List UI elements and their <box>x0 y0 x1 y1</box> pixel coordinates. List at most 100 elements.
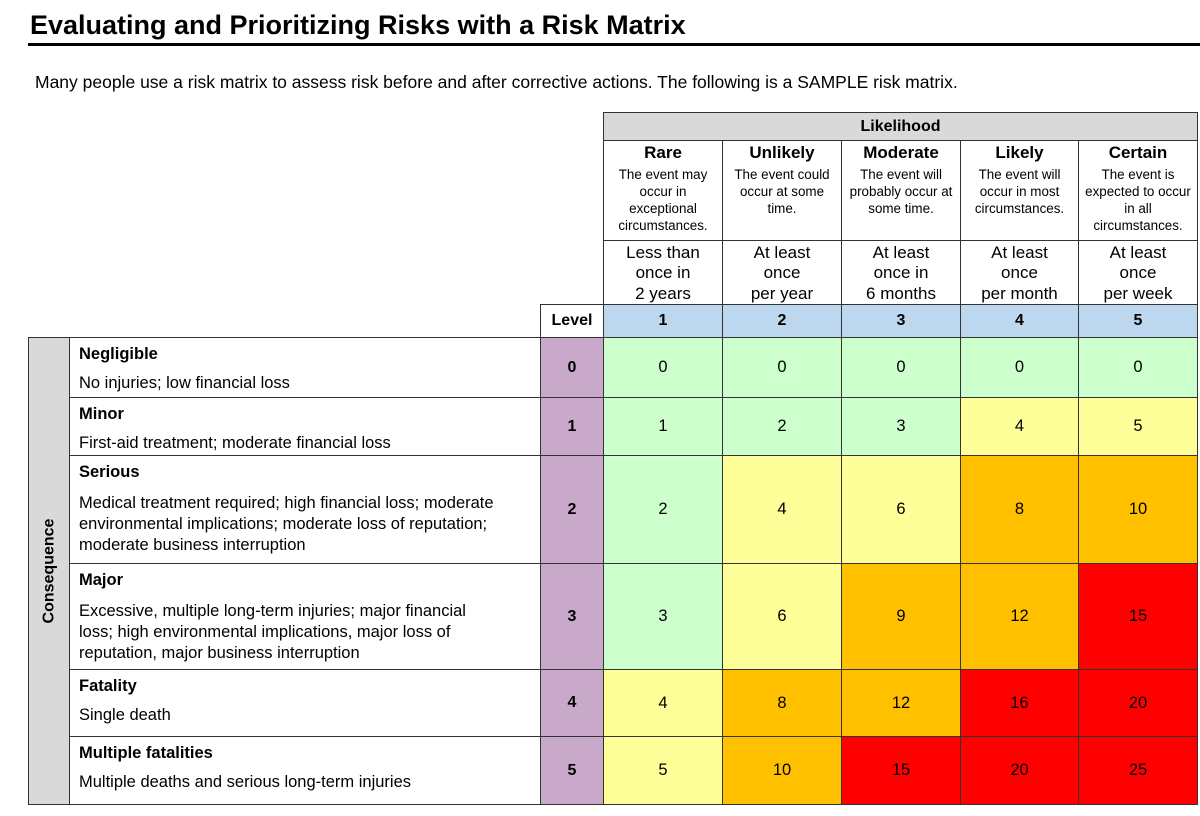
risk-score-cell: 10 <box>722 736 842 805</box>
frequency-lines: At least once in 6 months <box>866 243 936 305</box>
risk-score-value: 6 <box>777 607 787 625</box>
risk-score-value: 25 <box>1128 761 1148 779</box>
frequency-line: At least <box>1109 242 1167 262</box>
likelihood-name: Rare <box>644 143 682 162</box>
risk-score-value: 20 <box>1010 761 1029 779</box>
risk-score-cell: 8 <box>722 669 842 737</box>
likelihood-description: The event may occur in exceptional circu… <box>618 167 708 233</box>
consequence-level-value: 0 <box>567 358 577 376</box>
consequence-description: First-aid treatment; moderate financial … <box>79 434 391 452</box>
consequence-level: 4 <box>540 669 604 737</box>
risk-score-cell: 10 <box>1078 455 1198 564</box>
consequence-level-value: 1 <box>567 417 577 435</box>
frequency-line: At least <box>753 242 811 262</box>
risk-score-cell: 5 <box>1078 397 1198 456</box>
consequence-level: 1 <box>540 397 604 456</box>
risk-score-cell: 5 <box>603 736 723 805</box>
risk-score-value: 9 <box>896 607 906 625</box>
risk-score-cell: 4 <box>722 455 842 564</box>
consequence-label: Consequence <box>40 518 58 624</box>
frequency-lines: At least once per month <box>981 243 1058 305</box>
risk-score-value: 6 <box>896 500 906 518</box>
risk-score-value: 2 <box>777 417 787 435</box>
risk-score-value: 2 <box>658 500 668 518</box>
risk-score-cell: 15 <box>841 736 961 805</box>
risk-score-value: 0 <box>1133 358 1143 376</box>
likelihood-level: 1 <box>603 304 723 338</box>
likelihood-frequency: At least once in 6 months <box>841 240 961 305</box>
frequency-line: At least <box>872 242 930 262</box>
likelihood-column-1: Rare The event may occur in exceptional c… <box>603 140 723 241</box>
risk-score-value: 3 <box>896 417 906 435</box>
likelihood-description: The event could occur at some time. <box>734 167 830 216</box>
likelihood-level: 2 <box>722 304 842 338</box>
risk-score-cell: 0 <box>841 337 961 398</box>
risk-score-cell: 1 <box>603 397 723 456</box>
risk-score-value: 16 <box>1010 693 1029 712</box>
risk-score-value: 5 <box>1133 417 1143 435</box>
consequence-description: Single death <box>79 706 171 724</box>
likelihood-level-value: 4 <box>1015 312 1024 329</box>
likelihood-header: Likelihood <box>603 112 1198 141</box>
consequence-level: 0 <box>540 337 604 398</box>
consequence-level: 3 <box>540 563 604 670</box>
risk-score-cell: 12 <box>841 669 961 737</box>
consequence-description: Excessive, multiple long-term injuries; … <box>79 602 466 662</box>
likelihood-level-value: 5 <box>1133 312 1143 329</box>
likelihood-description: The event will probably occur at some ti… <box>849 167 953 216</box>
risk-score-value: 12 <box>1010 607 1029 625</box>
likelihood-level-value: 1 <box>658 312 668 329</box>
risk-score-cell: 2 <box>722 397 842 456</box>
risk-score-cell: 20 <box>960 736 1079 805</box>
consequence-row-2: Serious Medical treatment required; high … <box>69 455 541 564</box>
risk-score-value: 4 <box>777 500 787 518</box>
risk-score-value: 8 <box>1014 500 1025 518</box>
consequence-name: Negligible <box>79 345 158 363</box>
risk-score-cell: 4 <box>603 669 723 737</box>
likelihood-column-3: Moderate The event will probably occur at… <box>841 140 961 241</box>
likelihood-name: Certain <box>1108 143 1168 162</box>
consequence-name: Major <box>79 571 124 589</box>
title-divider <box>28 43 1200 46</box>
likelihood-frequency: At least once per week <box>1078 240 1198 305</box>
risk-score-value: 4 <box>1014 417 1025 435</box>
risk-score-value: 12 <box>891 693 911 712</box>
likelihood-level: 4 <box>960 304 1079 338</box>
likelihood-header-label: Likelihood <box>860 117 941 135</box>
consequence-name: Fatality <box>79 677 137 695</box>
risk-score-cell: 0 <box>603 337 723 398</box>
risk-score-cell: 0 <box>722 337 842 398</box>
consequence-name: Minor <box>79 405 124 423</box>
level-label-cell: Level <box>540 304 604 338</box>
risk-score-value: 20 <box>1128 693 1148 712</box>
frequency-lines: At least once per year <box>751 243 813 305</box>
risk-score-value: 0 <box>658 358 668 376</box>
risk-score-cell: 6 <box>722 563 842 670</box>
likelihood-column-5: Certain The event is expected to occur in… <box>1078 140 1198 241</box>
risk-score-value: 8 <box>777 693 787 712</box>
consequence-row-3: Major Excessive, multiple long-term injur… <box>69 563 541 670</box>
risk-score-cell: 12 <box>960 563 1079 670</box>
likelihood-level-value: 2 <box>777 312 787 329</box>
consequence-level-value: 5 <box>567 761 577 779</box>
risk-score-value: 10 <box>1128 500 1148 518</box>
likelihood-frequency: At least once per month <box>960 240 1079 305</box>
likelihood-frequency: Less than once in 2 years <box>603 240 723 305</box>
risk-score-cell: 20 <box>1078 669 1198 737</box>
risk-score-value: 15 <box>1128 607 1148 625</box>
consequence-row-1: Minor First-aid treatment; moderate finan… <box>69 397 541 456</box>
frequency-line: once in <box>635 263 691 282</box>
likelihood-name: Unlikely <box>749 143 815 162</box>
frequency-line: Less than <box>626 242 700 262</box>
risk-score-value: 4 <box>658 693 668 712</box>
frequency-line: 6 months <box>866 283 936 303</box>
risk-score-cell: 4 <box>960 397 1079 456</box>
consequence-name: Serious <box>79 463 140 481</box>
risk-score-cell: 8 <box>960 455 1079 564</box>
consequence-name: Multiple fatalities <box>79 744 213 762</box>
likelihood-name: Moderate <box>863 143 939 162</box>
risk-score-cell: 0 <box>1078 337 1198 398</box>
likelihood-column-2: Unlikely The event could occur at some ti… <box>722 140 842 241</box>
consequence-level-value: 2 <box>567 500 577 518</box>
frequency-line: 2 years <box>635 283 691 303</box>
